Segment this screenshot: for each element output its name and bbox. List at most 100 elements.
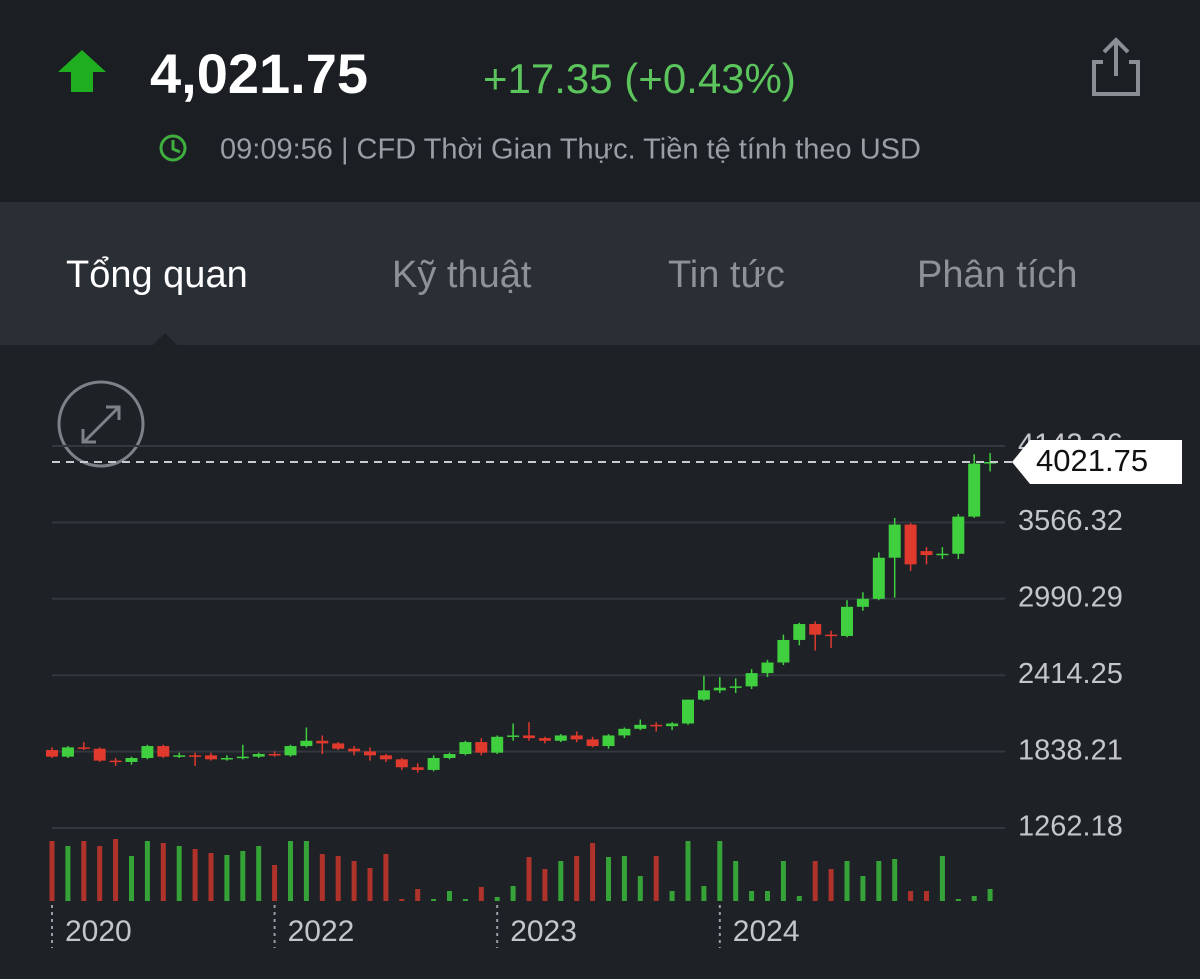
- candle-body: [316, 740, 329, 744]
- volume-bar: [701, 886, 707, 901]
- volume-bar: [208, 853, 214, 901]
- volume-bar: [828, 869, 834, 901]
- candle-body: [618, 728, 631, 736]
- volume-bar: [526, 857, 532, 901]
- candle-body: [697, 690, 710, 700]
- x-tick-label: 2023: [510, 915, 577, 948]
- candle-body: [809, 624, 822, 635]
- share-button[interactable]: [1092, 37, 1140, 96]
- candle-body: [284, 746, 297, 756]
- candle-body: [61, 747, 74, 757]
- candle-body: [459, 742, 472, 755]
- time-info: 09:09:56 | CFD Thời Gian Thực. Tiền tệ t…: [220, 134, 921, 166]
- volume-bar: [97, 846, 103, 901]
- price-tag: [1012, 439, 1182, 484]
- candle-body: [904, 524, 917, 565]
- candle-body: [952, 516, 965, 554]
- volume-bar: [335, 856, 341, 901]
- candle-body: [586, 739, 599, 747]
- candle-body: [936, 553, 949, 556]
- volume-bar: [367, 868, 373, 901]
- volume-bar: [733, 861, 739, 901]
- volume-bar: [383, 854, 389, 901]
- volume-bar: [955, 899, 961, 901]
- candle-body: [554, 735, 567, 741]
- tab[interactable]: Tin tức: [668, 254, 785, 296]
- volume-bar: [192, 849, 198, 901]
- volume-bar: [447, 891, 452, 901]
- x-tick-label: 2024: [733, 915, 800, 948]
- volume-bar: [939, 856, 945, 901]
- tab[interactable]: Kỹ thuật: [392, 254, 532, 296]
- candle-body: [682, 699, 694, 724]
- volume-bar: [908, 891, 914, 901]
- volume-bar: [256, 846, 262, 901]
- volume-bar: [876, 861, 882, 901]
- candle-body: [141, 746, 154, 758]
- volume-bar: [510, 886, 516, 901]
- candle-body: [236, 756, 249, 759]
- candle-body: [713, 687, 726, 691]
- volume-bar: [65, 846, 71, 901]
- candle-body: [348, 748, 361, 752]
- candle-body: [888, 524, 901, 558]
- tabs-bg: [0, 202, 1200, 345]
- volume-bar: [144, 841, 150, 901]
- candle-body: [173, 755, 186, 757]
- x-tick-label: 2020: [65, 915, 132, 948]
- price: 4,021.75: [150, 42, 368, 105]
- candle-body: [300, 740, 313, 747]
- volume-bar: [844, 861, 850, 901]
- volume-bar: [637, 876, 643, 901]
- candle-body: [841, 606, 853, 636]
- volume-bar: [621, 856, 627, 901]
- plot: 1262.181838.212414.252990.293566.324142.…: [46, 429, 1182, 948]
- candle-body: [268, 754, 281, 756]
- volume-bar: [765, 891, 770, 901]
- expand-button[interactable]: [57, 380, 145, 468]
- y-tick-label: 1838.21: [1018, 734, 1123, 766]
- y-tick-label: 3566.32: [1018, 505, 1123, 537]
- tab[interactable]: Phân tích: [917, 254, 1078, 296]
- volume-bar: [431, 899, 437, 901]
- candle-body: [252, 754, 265, 757]
- candle-body: [666, 723, 679, 727]
- candle-body: [475, 742, 488, 753]
- volume-bar: [415, 889, 421, 901]
- candle-body: [125, 757, 138, 762]
- candle-body: [793, 624, 806, 640]
- volume-bar: [49, 841, 55, 901]
- candle-body: [761, 662, 774, 674]
- y-tick-label: 2990.29: [1018, 581, 1123, 613]
- tab[interactable]: Tổng quan: [66, 254, 248, 296]
- volume-bar: [478, 887, 484, 901]
- candle-body: [93, 748, 106, 761]
- volume-bar: [971, 896, 977, 901]
- volume-bar: [319, 854, 325, 901]
- volume-bar: [780, 861, 786, 901]
- candle-body: [332, 743, 345, 749]
- candle-body: [825, 634, 838, 637]
- volume-bar: [606, 857, 611, 901]
- volume-bar: [129, 856, 134, 901]
- candle-body: [872, 557, 885, 599]
- volume-bar: [924, 891, 929, 901]
- candle-body: [968, 463, 981, 517]
- volume-bar: [224, 855, 230, 901]
- candle-body: [491, 736, 504, 753]
- candle-body: [443, 754, 456, 758]
- candle-body: [538, 738, 551, 741]
- volume-bar: [685, 841, 691, 901]
- volume-bar: [574, 856, 580, 901]
- volume-bar: [987, 889, 993, 901]
- candle-body: [77, 747, 90, 749]
- volume-bar: [462, 899, 468, 901]
- candle-body: [220, 757, 233, 760]
- candle-body: [395, 759, 408, 768]
- volume-bar: [176, 846, 182, 901]
- candle-body: [411, 767, 424, 770]
- volume-bar: [494, 897, 500, 901]
- volume-bar: [892, 859, 898, 901]
- y-tick-label: 2414.25: [1018, 658, 1123, 690]
